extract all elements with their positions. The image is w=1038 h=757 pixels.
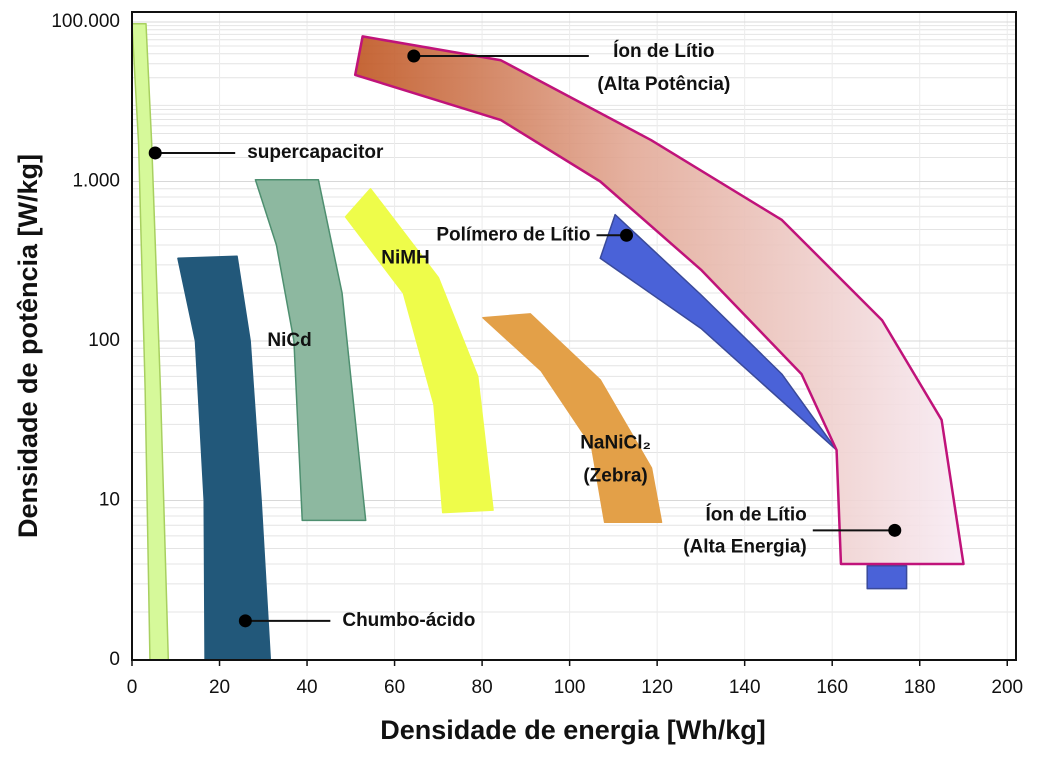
- region-label: (Zebra): [583, 465, 647, 486]
- y-tick-label: 100: [88, 330, 120, 351]
- x-tick-label: 180: [904, 677, 936, 698]
- y-tick-label: 0: [109, 649, 120, 670]
- x-tick-label: 0: [127, 677, 138, 698]
- y-tick-label: 100.000: [51, 11, 120, 32]
- region: [353, 35, 965, 566]
- x-tick-label: 60: [384, 677, 405, 698]
- region-label: NiCd: [267, 330, 311, 351]
- x-tick-label: 20: [209, 677, 230, 698]
- region-label: NaNiCl₂: [580, 432, 651, 453]
- annotation-dot: [238, 614, 252, 628]
- annotation-dot: [148, 146, 162, 160]
- annotation-label: Íon de Lítio: [705, 503, 806, 525]
- x-tick-label: 140: [729, 677, 761, 698]
- x-tick-label: 160: [816, 677, 848, 698]
- region-label: NiMH: [381, 247, 430, 268]
- region: [482, 313, 663, 524]
- region: [344, 188, 494, 514]
- y-tick-label: 10: [99, 490, 120, 511]
- x-tick-label: 100: [554, 677, 586, 698]
- annotation-label: Polímero de Lítio: [436, 224, 590, 245]
- annotation-dot: [888, 523, 902, 537]
- region: [254, 179, 367, 522]
- annotation-label: Chumbo-ácido: [342, 610, 475, 631]
- x-tick-label: 80: [472, 677, 493, 698]
- annotation-label: Íon de Lítio: [613, 40, 714, 62]
- annotation-label: (Alta Energia): [683, 536, 807, 557]
- x-tick-label: 120: [641, 677, 673, 698]
- x-tick-label: 200: [991, 677, 1023, 698]
- y-tick-label: 1.000: [72, 171, 120, 192]
- x-axis-label: Densidade de energia [Wh/kg]: [380, 715, 766, 745]
- annotation-label: supercapacitor: [247, 142, 384, 163]
- y-axis-label: Densidade de potência [W/kg]: [13, 154, 43, 538]
- region: [866, 564, 908, 590]
- region: [177, 255, 272, 661]
- plot-frame: [131, 11, 1017, 661]
- annotation-dot: [620, 228, 634, 242]
- annotation-label: (Alta Potência): [597, 74, 730, 95]
- annotation-dot: [407, 49, 421, 63]
- x-tick-label: 40: [296, 677, 317, 698]
